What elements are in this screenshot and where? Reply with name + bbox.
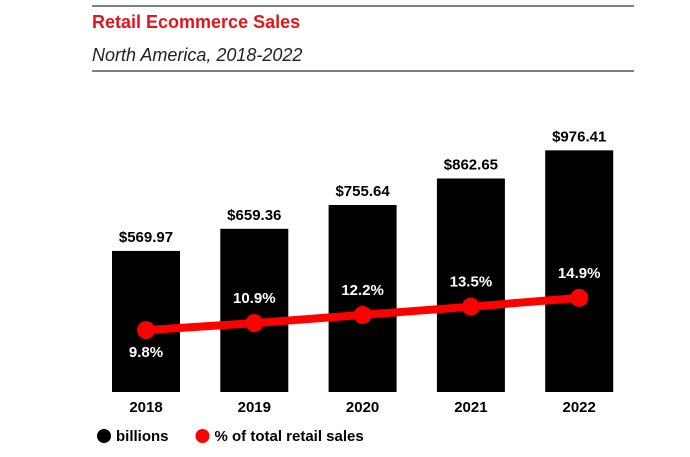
- bar: [545, 150, 614, 392]
- line-value-label: 14.9%: [558, 265, 601, 282]
- x-tick-label: 2020: [346, 399, 379, 416]
- bar: [436, 178, 505, 392]
- line-marker: [570, 288, 589, 307]
- line-marker: [245, 314, 264, 333]
- line-marker: [137, 321, 155, 340]
- x-tick-label: 2022: [563, 399, 596, 416]
- line-value-label: 10.9%: [233, 290, 276, 307]
- legend-label: billions: [116, 428, 169, 445]
- x-tick-label: 2019: [238, 399, 271, 416]
- bar: [220, 228, 289, 392]
- chart-subtitle: North America, 2018-2022: [92, 45, 302, 65]
- line-value-label: 13.5%: [450, 274, 493, 291]
- bar-value-label: $862.65: [444, 156, 498, 173]
- legend-swatch: [97, 429, 111, 443]
- bar: [328, 204, 397, 392]
- bar-value-label: $755.64: [335, 183, 390, 200]
- bar-value-label: $976.41: [552, 128, 606, 145]
- bar-value-label: $569.97: [119, 229, 173, 246]
- bar-value-label: $659.36: [227, 207, 281, 224]
- line-marker: [353, 305, 372, 324]
- line-value-label: 12.2%: [341, 282, 384, 299]
- chart-title: Retail Ecommerce Sales: [92, 12, 300, 32]
- x-tick-label: 2018: [129, 399, 162, 416]
- line-marker: [461, 297, 480, 316]
- x-tick-label: 2021: [454, 399, 487, 416]
- legend-swatch: [195, 429, 210, 443]
- legend-label: % of total retail sales: [215, 428, 364, 445]
- line-value-label: 9.8%: [129, 344, 163, 361]
